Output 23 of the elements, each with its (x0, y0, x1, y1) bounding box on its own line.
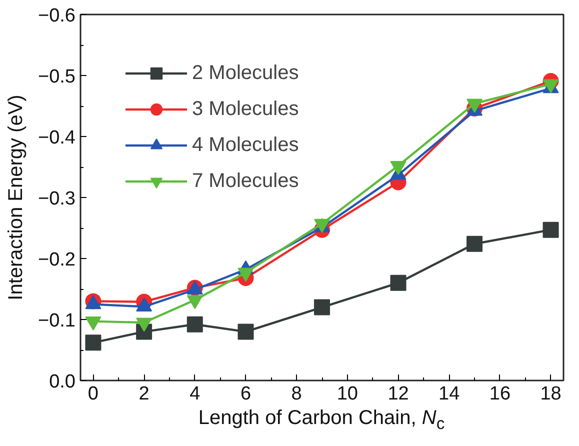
legend-label: 7 Molecules (192, 170, 299, 192)
x-tick-label: 16 (489, 384, 511, 404)
x-tick-label: 14 (438, 384, 460, 404)
x-tick-label: 18 (540, 384, 562, 404)
y-tick-label: −0.4 (38, 128, 76, 148)
y-tick-label: −0.1 (38, 310, 76, 332)
legend-label: 4 Molecules (192, 134, 299, 156)
x-tick-label: 10 (336, 384, 358, 404)
x-tick-label: 4 (190, 384, 201, 404)
x-tick-label: 12 (388, 384, 409, 404)
y-tick-label: −0.5 (38, 66, 76, 88)
x-tick-label: 0 (88, 384, 99, 404)
y-tick-label: −0.6 (38, 6, 76, 26)
x-tick-label: 6 (240, 384, 252, 404)
legend-label: 3 Molecules (192, 98, 299, 120)
y-tick-label: −0.2 (38, 250, 76, 270)
x-axis-title: Length of Carbon Chain, N$_{c}$ (198, 406, 445, 435)
legend-label: 2 Molecules (192, 62, 299, 84)
y-tick-label: 0.0 (49, 372, 76, 392)
y-tick-label: −0.3 (38, 188, 76, 210)
x-tick-label: 2 (138, 384, 150, 404)
y-axis-title: Interaction Energy (eV) (4, 94, 27, 300)
x-tick-label: 8 (291, 384, 302, 404)
